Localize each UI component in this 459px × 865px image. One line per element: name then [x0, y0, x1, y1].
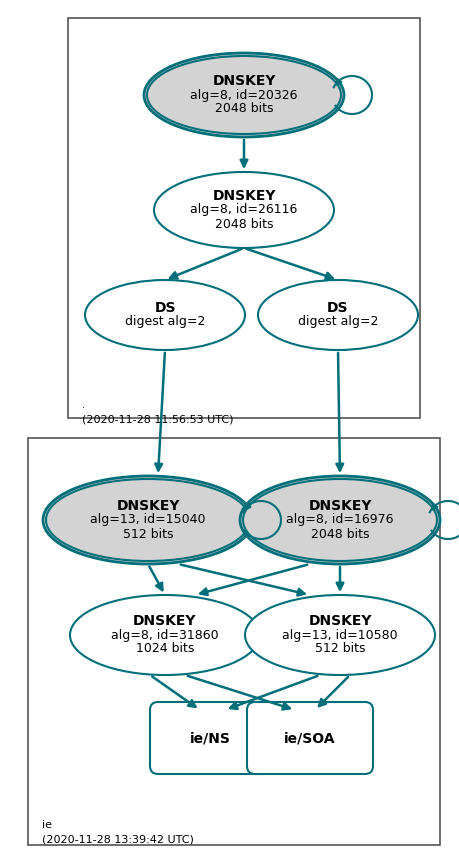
Text: alg=8, id=16976: alg=8, id=16976 — [286, 514, 394, 527]
Text: alg=13, id=10580: alg=13, id=10580 — [282, 629, 398, 642]
Text: ie/SOA: ie/SOA — [284, 731, 336, 745]
Text: DNSKEY: DNSKEY — [133, 614, 197, 628]
Text: DS: DS — [327, 301, 349, 315]
Text: 2048 bits: 2048 bits — [311, 528, 369, 541]
Ellipse shape — [85, 280, 245, 350]
Text: alg=8, id=31860: alg=8, id=31860 — [111, 629, 219, 642]
FancyBboxPatch shape — [247, 702, 373, 774]
Text: (2020-11-28 13:39:42 UTC): (2020-11-28 13:39:42 UTC) — [42, 834, 194, 844]
Text: DS: DS — [154, 301, 176, 315]
Text: DNSKEY: DNSKEY — [308, 499, 372, 513]
Ellipse shape — [43, 476, 253, 564]
Text: DNSKEY: DNSKEY — [116, 499, 180, 513]
Ellipse shape — [258, 280, 418, 350]
Text: 512 bits: 512 bits — [315, 643, 365, 656]
Text: DNSKEY: DNSKEY — [212, 189, 276, 203]
FancyBboxPatch shape — [150, 702, 270, 774]
Text: 512 bits: 512 bits — [123, 528, 173, 541]
Bar — [68, 18, 420, 418]
Text: alg=8, id=26116: alg=8, id=26116 — [190, 203, 298, 216]
Ellipse shape — [70, 595, 260, 675]
Text: 1024 bits: 1024 bits — [136, 643, 194, 656]
Text: alg=8, id=20326: alg=8, id=20326 — [190, 88, 298, 101]
Text: (2020-11-28 11:56:53 UTC): (2020-11-28 11:56:53 UTC) — [82, 414, 234, 424]
Text: alg=13, id=15040: alg=13, id=15040 — [90, 514, 206, 527]
Ellipse shape — [144, 53, 344, 137]
Text: .: . — [82, 400, 85, 410]
Ellipse shape — [154, 172, 334, 248]
Ellipse shape — [240, 476, 440, 564]
Text: DNSKEY: DNSKEY — [308, 614, 372, 628]
Text: 2048 bits: 2048 bits — [215, 102, 273, 116]
Text: 2048 bits: 2048 bits — [215, 217, 273, 230]
Text: DNSKEY: DNSKEY — [212, 74, 276, 88]
Text: ie/NS: ie/NS — [190, 731, 230, 745]
Text: ie: ie — [42, 820, 52, 830]
Text: digest alg=2: digest alg=2 — [125, 316, 205, 329]
Text: digest alg=2: digest alg=2 — [298, 316, 378, 329]
Ellipse shape — [245, 595, 435, 675]
Bar — [28, 438, 440, 845]
